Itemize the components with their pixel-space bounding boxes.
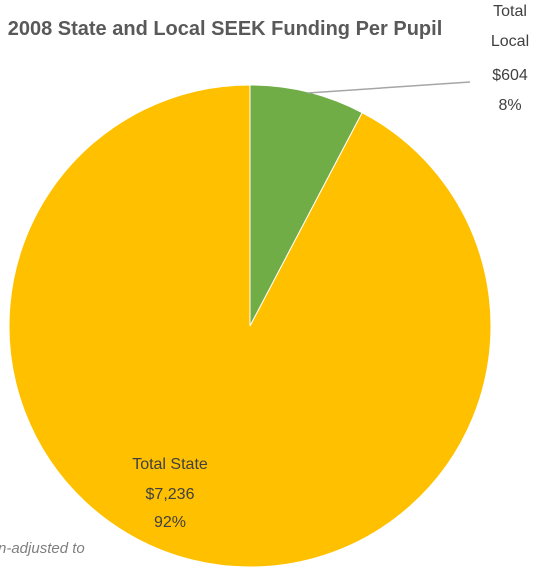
slice-category-label: Total State	[132, 456, 208, 473]
chart-title: 2008 State and Local SEEK Funding Per Pu…	[7, 18, 443, 40]
pie-slice	[249, 84, 363, 327]
slice-percent-label: 92%	[153, 514, 187, 531]
leader-line	[307, 81, 471, 94]
pie-slice	[8, 84, 492, 568]
slice-percent-label: 8%	[498, 97, 522, 114]
note: n-adjusted to	[0, 540, 85, 557]
slice-value-label: $604	[492, 67, 528, 84]
slice-value-label: $7,236	[145, 486, 195, 503]
slice-category-label: Total Local	[490, 3, 530, 50]
